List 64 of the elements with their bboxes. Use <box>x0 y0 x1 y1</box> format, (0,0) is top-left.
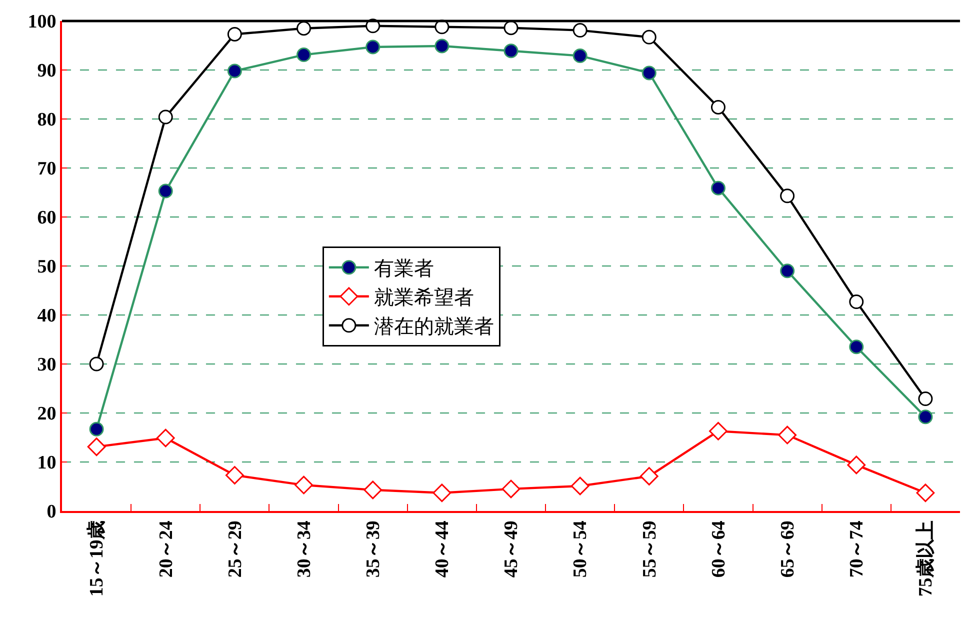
y-tick-label: 0 <box>46 502 56 523</box>
legend-label: 有業者 <box>374 256 434 280</box>
y-tick-label: 90 <box>37 60 56 82</box>
x-tick-label: 50～54 <box>570 520 592 578</box>
point <box>572 48 588 64</box>
point <box>778 426 797 444</box>
point <box>709 422 728 440</box>
y-tick-label: 80 <box>37 110 56 131</box>
y-tick-label: 50 <box>37 256 56 278</box>
x-tick-label: 20～24 <box>156 520 177 578</box>
point <box>504 20 518 36</box>
point <box>158 110 173 124</box>
point <box>710 180 726 196</box>
y-tick-label: 100 <box>28 12 56 33</box>
point <box>296 21 312 36</box>
point <box>918 410 933 424</box>
point <box>158 184 173 198</box>
point <box>572 23 588 38</box>
x-tick-label: 70～74 <box>846 520 868 578</box>
x-tick-label: 55～59 <box>639 520 660 578</box>
x-tick-label: 35～39 <box>363 520 384 578</box>
point <box>225 466 244 484</box>
legend-label: 潜在的就業者 <box>374 314 494 338</box>
x-tick-label: 40～44 <box>432 520 454 578</box>
point <box>366 40 380 54</box>
point <box>642 66 656 80</box>
point <box>570 476 590 496</box>
y-tick-label: 70 <box>37 158 56 180</box>
y-tick-label: 60 <box>37 208 56 229</box>
point <box>432 484 452 502</box>
point <box>710 100 726 114</box>
point <box>918 392 933 406</box>
y-tick-label: 20 <box>37 404 56 425</box>
point <box>916 484 935 502</box>
point <box>642 30 656 44</box>
point <box>296 48 312 62</box>
legend-label: 就業希望者 <box>374 285 474 310</box>
x-tick-label: 30～34 <box>294 520 315 578</box>
point <box>780 264 795 278</box>
point <box>502 480 520 498</box>
y-tick-label: 40 <box>37 306 56 327</box>
x-tick-label: 15～19歳 <box>86 520 108 597</box>
point <box>847 456 866 474</box>
y-tick-label: 10 <box>37 452 56 474</box>
x-tick-label: 25～29 <box>224 520 246 578</box>
point <box>504 44 518 58</box>
point <box>156 428 175 448</box>
x-tick-label: 60～64 <box>708 520 730 578</box>
point <box>227 26 242 42</box>
point <box>89 422 104 436</box>
point <box>89 356 104 372</box>
point <box>849 294 864 310</box>
x-tick-label: 65～69 <box>777 520 798 578</box>
point <box>640 467 658 486</box>
point <box>87 438 106 456</box>
x-tick-label: 75歳以上 <box>914 520 937 597</box>
x-tick-label: 45～49 <box>501 520 522 578</box>
point <box>434 38 450 54</box>
point <box>849 340 864 354</box>
point <box>227 64 242 78</box>
point <box>294 476 313 494</box>
y-tick-label: 30 <box>37 354 56 376</box>
point <box>364 480 382 500</box>
point <box>780 188 795 204</box>
